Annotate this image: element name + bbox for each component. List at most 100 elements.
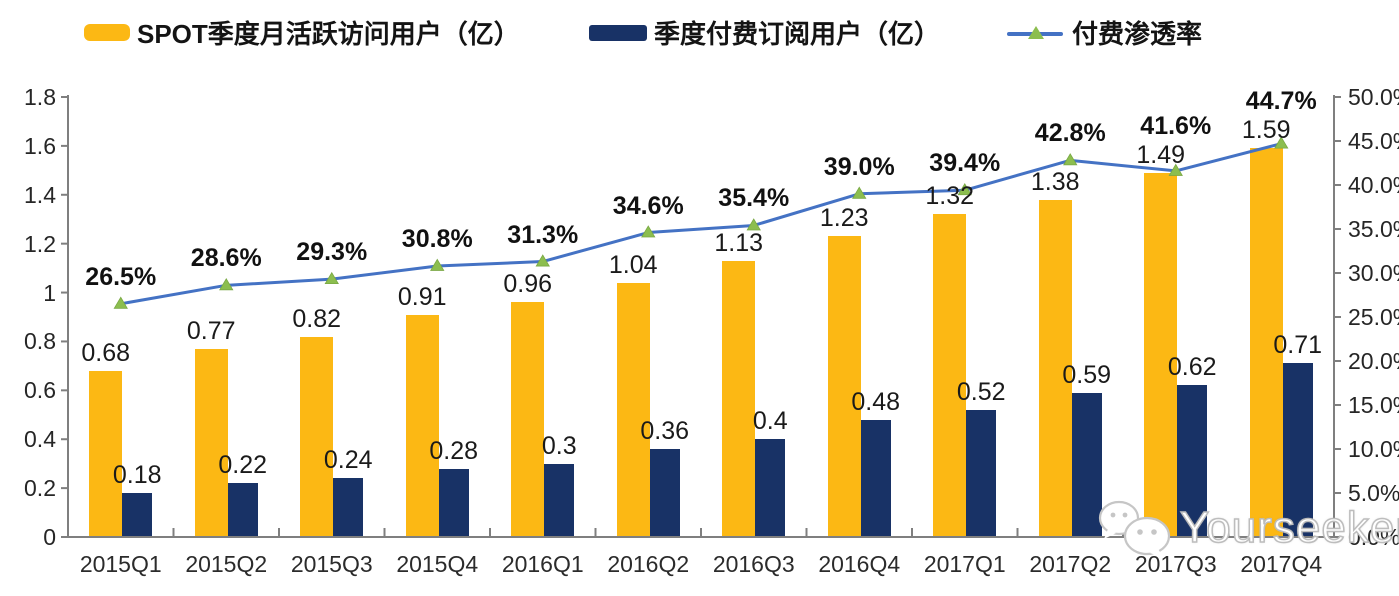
x-axis-label: 2016Q3	[712, 551, 795, 577]
mau-value-label: 0.91	[397, 282, 447, 311]
x-axis-label: 2015Q2	[185, 551, 268, 577]
triangle-marker-icon	[1028, 25, 1044, 39]
mau-value-label: 1.04	[608, 250, 658, 279]
subs-value-label: 0.52	[956, 377, 1006, 406]
left-axis-tick-label: 1.2	[24, 230, 56, 257]
x-axis-label: 2017Q1	[923, 551, 1006, 577]
right-axis-tick-label: 20.0%	[1348, 348, 1399, 374]
rate-value-label: 29.3%	[296, 238, 368, 267]
x-axis-label: 2016Q4	[818, 551, 901, 577]
x-axis-label: 2017Q4	[1240, 551, 1323, 577]
rate-value-label: 30.8%	[401, 224, 473, 253]
rate-line-marker	[1168, 163, 1183, 176]
subs-value-label: 0.24	[323, 446, 373, 475]
watermark: Yourseeker	[1094, 496, 1399, 560]
subs-bar	[1177, 385, 1208, 537]
mau-value-label: 0.77	[186, 316, 236, 345]
subs-value-label: 0.59	[1062, 360, 1112, 389]
x-axis-label: 2015Q4	[396, 551, 479, 577]
mau-bar	[1144, 172, 1178, 537]
legend-item-rate: 付费渗透率	[1007, 14, 1202, 51]
x-axis-label: 2016Q2	[607, 551, 690, 577]
mau-value-label: 1.23	[819, 204, 869, 233]
mau-bar	[89, 370, 123, 537]
right-axis-tick-label: 30.0%	[1348, 260, 1399, 286]
subs-bar	[544, 463, 575, 537]
x-axis-label: 2015Q3	[290, 551, 373, 577]
rate-value-label: 39.0%	[823, 152, 895, 181]
right-axis-tick-label: 25.0%	[1348, 304, 1399, 330]
mau-value-label: 0.96	[503, 270, 553, 299]
left-axis-tick-label: 0.6	[24, 377, 56, 404]
left-axis-tick-label: 0.2	[24, 475, 56, 502]
subs-bar	[755, 439, 786, 537]
mau-bar	[511, 302, 545, 537]
left-axis-tick-label: 0.8	[24, 328, 56, 355]
right-axis-tick-label: 15.0%	[1348, 392, 1399, 418]
mau-bar	[827, 236, 861, 537]
mau-value-label: 0.82	[292, 304, 342, 333]
subs-value-label: 0.71	[1273, 331, 1323, 360]
rate-value-label: 34.6%	[612, 191, 684, 220]
subs-value-label: 0.28	[429, 436, 479, 465]
subs-value-label: 0.48	[851, 387, 901, 416]
mau-value-label: 1.32	[925, 182, 975, 211]
subs-value-label: 0.3	[541, 431, 577, 460]
right-axis-tick-label: 40.0%	[1348, 172, 1399, 198]
right-axis-tick-label: 50.0%	[1348, 84, 1399, 110]
left-axis-tick-label: 1.4	[24, 181, 56, 208]
mau-bar	[616, 282, 650, 537]
subs-bar	[860, 419, 891, 537]
rate-value-label: 39.4%	[929, 149, 1001, 178]
subs-value-label: 0.4	[752, 407, 788, 436]
subs-bar	[333, 478, 364, 537]
mau-value-label: 1.59	[1241, 116, 1291, 145]
x-axis-label: 2015Q1	[79, 551, 162, 577]
subs-bar	[438, 468, 469, 537]
rate-line-marker	[641, 225, 656, 238]
rate-line-marker	[1274, 136, 1289, 149]
legend-item-subs: 季度付费订阅用户（亿）	[589, 14, 940, 51]
x-axis-label: 2016Q1	[501, 551, 584, 577]
legend-label-mau: SPOT季度月活跃访问用户（亿）	[137, 19, 520, 49]
rate-line-marker	[219, 278, 234, 291]
rate-line-marker	[1063, 153, 1078, 166]
x-axis-label: 2017Q3	[1134, 551, 1217, 577]
mau-value-label: 1.49	[1136, 140, 1186, 169]
subs-value-label: 0.62	[1167, 353, 1217, 382]
rate-line-series	[120, 142, 1282, 306]
left-axis-tick-label: 1.6	[24, 132, 56, 159]
subs-bar	[1282, 363, 1313, 537]
left-axis-tick-label: 0	[43, 524, 56, 550]
mau-bar	[194, 348, 228, 537]
watermark-text: Yourseeker	[1179, 502, 1399, 553]
rate-value-label: 44.7%	[1245, 87, 1317, 116]
rate-line-marker	[746, 218, 761, 231]
subs-value-label: 0.36	[640, 417, 690, 445]
left-axis-tick-label: 1.8	[24, 84, 56, 110]
legend-line-marker	[1007, 22, 1063, 44]
rate-value-label: 26.5%	[85, 262, 157, 291]
legend-swatch-subs	[589, 24, 647, 41]
mau-value-label: 1.38	[1030, 167, 1080, 196]
legend-label-subs: 季度付费订阅用户（亿）	[654, 19, 941, 49]
mau-bar	[300, 336, 334, 537]
right-axis-tick-label: 0.0%	[1348, 524, 1399, 550]
rate-line-marker	[113, 296, 128, 309]
subs-bar	[966, 409, 997, 537]
mau-bar	[1249, 148, 1283, 537]
subs-bar	[1071, 392, 1102, 537]
rate-line-marker	[957, 182, 972, 196]
rate-value-label: 42.8%	[1034, 119, 1106, 148]
mau-value-label: 0.68	[81, 338, 131, 367]
subs-bar	[227, 483, 258, 537]
rate-value-label: 28.6%	[190, 244, 262, 273]
rate-value-label: 31.3%	[507, 220, 579, 249]
mau-value-label: 1.13	[714, 228, 764, 257]
rate-value-label: 35.4%	[718, 184, 790, 213]
rate-value-label: 41.6%	[1140, 111, 1212, 140]
right-axis-tick-label: 5.0%	[1348, 480, 1399, 506]
legend-label-rate: 付费渗透率	[1072, 19, 1203, 49]
